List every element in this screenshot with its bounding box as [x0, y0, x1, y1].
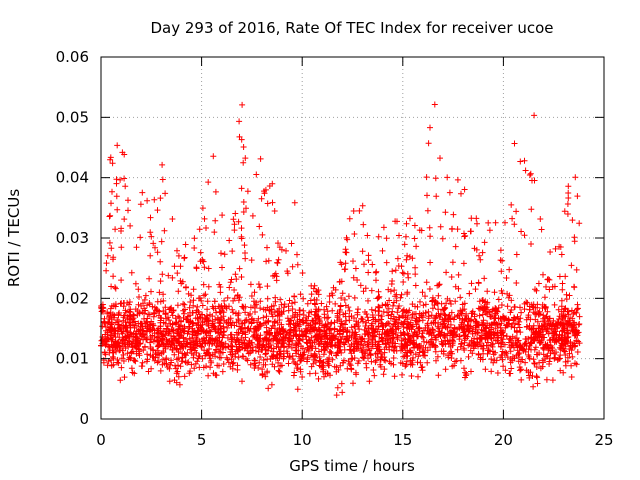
grid-lines: [101, 57, 604, 419]
axes: [100, 56, 605, 420]
x-tick-label: 10: [293, 431, 312, 449]
data-points: [98, 101, 583, 399]
y-tick-label: 0.04: [56, 169, 89, 187]
x-tick-label: 25: [594, 431, 613, 449]
y-tick-label: 0.01: [56, 350, 89, 368]
y-tick-label: 0: [79, 410, 89, 428]
plot-frame: [100, 56, 605, 420]
x-tick-label: 5: [197, 431, 207, 449]
x-tick-label: 0: [96, 431, 106, 449]
y-axis-label: ROTI / TECUs: [5, 189, 23, 287]
y-tick-label: 0.05: [56, 108, 89, 126]
y-tick-label: 0.03: [56, 229, 89, 247]
y-tick-label: 0.06: [56, 48, 89, 66]
x-tick-label: 15: [393, 431, 412, 449]
roti-series-points: [98, 101, 583, 399]
y-tick-label: 0.02: [56, 289, 89, 307]
x-tick-label: 20: [494, 431, 513, 449]
tick-labels: 0 0.01 0.02 0.03 0.04 0.05 0.06 0 5 10 15 20 25: [56, 48, 614, 449]
x-axis-label: GPS time / hours: [289, 457, 415, 475]
chart-title: Day 293 of 2016, Rate Of TEC Index for r…: [151, 19, 554, 37]
